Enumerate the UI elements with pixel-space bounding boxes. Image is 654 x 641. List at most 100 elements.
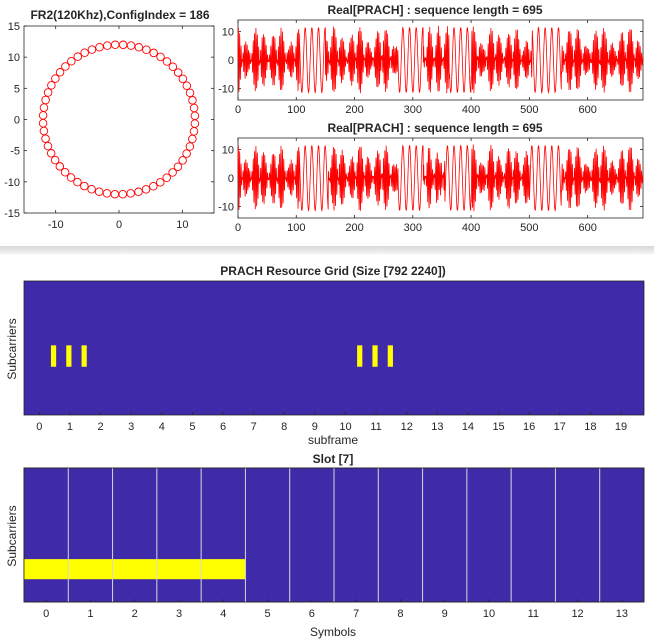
scatter-point: [185, 142, 195, 151]
scatter-point: [155, 178, 165, 187]
scatter-point: [185, 88, 195, 98]
line-plot-1-title: Real[PRACH] : sequence length = 695: [327, 3, 542, 17]
grid-x-tick-label: 4: [220, 608, 226, 620]
grid-x-tick-label: 10: [483, 608, 495, 620]
line-x-tick-label: 0: [235, 222, 241, 234]
line-x-tick-label: 400: [462, 222, 480, 234]
line-x-tick-label: 200: [345, 104, 363, 116]
grid-x-tick-label: 3: [176, 608, 182, 620]
line-x-tick-label: 200: [345, 222, 363, 234]
scatter-point: [173, 162, 183, 171]
grid-x-tick-label: 13: [431, 421, 443, 433]
occupied-cell: [387, 345, 393, 367]
scatter-point: [103, 41, 112, 50]
scatter-x-tick-label: -10: [48, 219, 64, 231]
grid-x-tick-label: 8: [281, 421, 287, 433]
scatter-point: [80, 48, 89, 58]
line-plot-1: Real[PRACH] : sequence length = 695 0 100…: [218, 3, 644, 116]
grid-x-tick-label: 1: [67, 421, 73, 433]
line-x-tick-label: 400: [462, 104, 480, 116]
slot-ticks: 0 1 2 3 4 5 6 7 8 9 10 11 12 13: [43, 599, 628, 620]
scatter-points: [38, 40, 200, 199]
slot-title: Slot [7]: [313, 452, 354, 466]
scatter-point: [43, 88, 53, 97]
scatter-point: [134, 187, 143, 197]
scatter-point: [178, 156, 187, 165]
scatter-plot: FR2(120Khz),ConfigIndex = 186 -10 0 10-15-…: [4, 8, 215, 231]
scatter-point: [60, 168, 70, 177]
grid-x-tick-label: 14: [462, 421, 474, 433]
scatter-point: [162, 57, 172, 66]
scatter-point: [61, 62, 70, 71]
scatter-point: [188, 96, 197, 105]
grid-x-tick-label: 11: [370, 421, 381, 433]
scatter-point: [80, 181, 89, 191]
slot-frame: [23, 467, 645, 603]
resource-grid-xlabel: subframe: [308, 433, 358, 447]
scatter-y-tick-label: -10: [4, 177, 20, 189]
grid-x-tick-label: 9: [312, 421, 318, 433]
scatter-x-tick-label: 10: [176, 219, 188, 231]
scatter-y-tick-label: 5: [14, 83, 20, 95]
grid-x-tick-label: 3: [128, 421, 134, 433]
scatter-point: [168, 62, 178, 71]
scatter-point: [182, 149, 191, 158]
scatter-point: [41, 134, 50, 143]
slot-occupied: [24, 559, 246, 580]
scatter-point: [190, 119, 200, 128]
grid-x-tick-label: 2: [132, 608, 138, 620]
slot-ylabel: Subcarriers: [5, 505, 19, 566]
slot-plot: Slot [7] 0 1 2 3 4 5 6 7 8 9 10 11 12 13 Symbols Subc…: [5, 452, 645, 639]
occupied-cell: [24, 559, 246, 580]
slot-dividers: [67, 468, 601, 602]
scatter-point: [149, 181, 158, 191]
resource-grid-title: PRACH Resource Grid (Size [792 2240]): [220, 264, 445, 278]
grid-x-tick-label: 13: [616, 608, 628, 620]
line-plot-2: Real[PRACH] : sequence length = 695 0 100…: [218, 121, 644, 234]
grid-x-tick-label: 6: [309, 608, 315, 620]
line-x-tick-label: 300: [404, 104, 422, 116]
grid-x-tick-label: 19: [615, 421, 627, 433]
line-plot-2-series: [237, 144, 644, 212]
line-x-tick-label: 600: [578, 222, 596, 234]
scatter-point: [142, 45, 151, 54]
line-y-tick-label: -10: [218, 202, 234, 214]
line-y-tick-label: 0: [228, 55, 234, 67]
grid-x-tick-label: 15: [492, 421, 504, 433]
scatter-ticks: -10 0 10 -15 -10 -5 0 5 10 15: [4, 21, 214, 231]
scatter-point: [178, 74, 188, 84]
grid-x-tick-label: 7: [251, 421, 257, 433]
scatter-point: [95, 42, 104, 52]
resource-grid-ticks: 0 1 2 3 4 5 6 7 8 9 10 11 12 13 14 15 16 17 18 19: [36, 412, 627, 433]
occupied-cell: [81, 345, 87, 367]
line-y-tick-label: 10: [222, 26, 234, 38]
grid-x-tick-label: 5: [189, 421, 195, 433]
scatter-point: [67, 57, 76, 66]
grid-x-tick-label: 17: [554, 421, 566, 433]
occupied-cell: [66, 345, 72, 367]
grid-x-tick-label: 9: [442, 608, 448, 620]
grid-x-tick-label: 1: [87, 608, 93, 620]
grid-x-tick-label: 2: [97, 421, 103, 433]
scatter-point: [173, 68, 183, 77]
scatter-point: [162, 173, 171, 182]
grid-x-tick-label: 7: [353, 608, 359, 620]
line-x-tick-label: 100: [287, 222, 305, 234]
resource-grid-background: [23, 280, 645, 416]
scatter-point: [55, 68, 65, 77]
scatter-point: [126, 189, 135, 198]
slot-xlabel: Symbols: [310, 625, 356, 639]
grid-x-tick-label: 0: [36, 421, 42, 433]
scatter-y-tick-label: 0: [14, 115, 20, 127]
figure-separator: [0, 246, 654, 254]
line-x-tick-label: 300: [404, 222, 422, 234]
resource-grid-occupied: [50, 345, 393, 367]
scatter-point: [87, 45, 97, 54]
line-y-tick-label: -10: [218, 84, 234, 96]
scatter-title: FR2(120Khz),ConfigIndex = 186: [30, 8, 209, 22]
grid-x-tick-label: 12: [401, 421, 413, 433]
scatter-point: [141, 185, 151, 194]
line-x-tick-label: 600: [578, 104, 596, 116]
scatter-y-tick-label: 10: [8, 52, 20, 64]
